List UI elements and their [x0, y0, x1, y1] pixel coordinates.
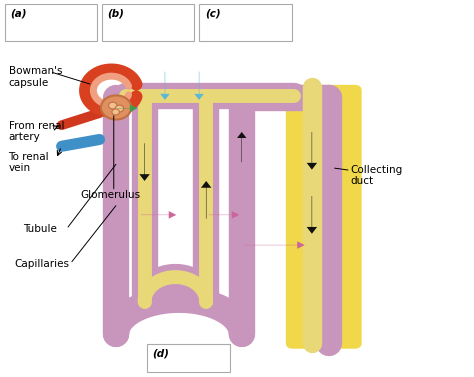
FancyArrow shape	[141, 211, 176, 219]
Text: From renal
artery: From renal artery	[9, 121, 64, 142]
Text: Tubule: Tubule	[23, 224, 56, 234]
FancyArrow shape	[142, 19, 192, 28]
FancyBboxPatch shape	[286, 85, 362, 349]
FancyArrow shape	[307, 196, 317, 234]
FancyArrow shape	[160, 72, 170, 100]
Bar	[199, 4, 292, 41]
FancyArrow shape	[209, 211, 239, 219]
Circle shape	[112, 109, 119, 115]
Text: Collecting
duct: Collecting duct	[351, 164, 403, 186]
Bar	[5, 4, 97, 41]
Text: Bowman's
capsule: Bowman's capsule	[9, 66, 62, 87]
FancyArrow shape	[239, 19, 289, 28]
Text: (a): (a)	[10, 8, 27, 18]
Circle shape	[115, 105, 124, 112]
Circle shape	[101, 95, 131, 120]
FancyArrow shape	[307, 132, 317, 170]
FancyArrow shape	[186, 354, 227, 362]
FancyArrow shape	[243, 241, 305, 249]
Circle shape	[109, 102, 117, 109]
Text: Glomerulus: Glomerulus	[81, 190, 141, 200]
FancyArrow shape	[40, 19, 92, 28]
FancyArrow shape	[201, 181, 211, 219]
Bar	[102, 4, 194, 41]
Text: (d): (d)	[153, 349, 170, 359]
Text: (b): (b)	[108, 8, 125, 18]
Text: To renal
vein: To renal vein	[9, 152, 49, 173]
FancyArrow shape	[237, 132, 246, 162]
Text: Capillaries: Capillaries	[14, 259, 69, 269]
Bar	[147, 344, 230, 372]
FancyArrow shape	[194, 72, 204, 100]
FancyArrow shape	[139, 143, 150, 181]
FancyArrow shape	[118, 104, 137, 112]
Text: (c): (c)	[205, 8, 220, 18]
